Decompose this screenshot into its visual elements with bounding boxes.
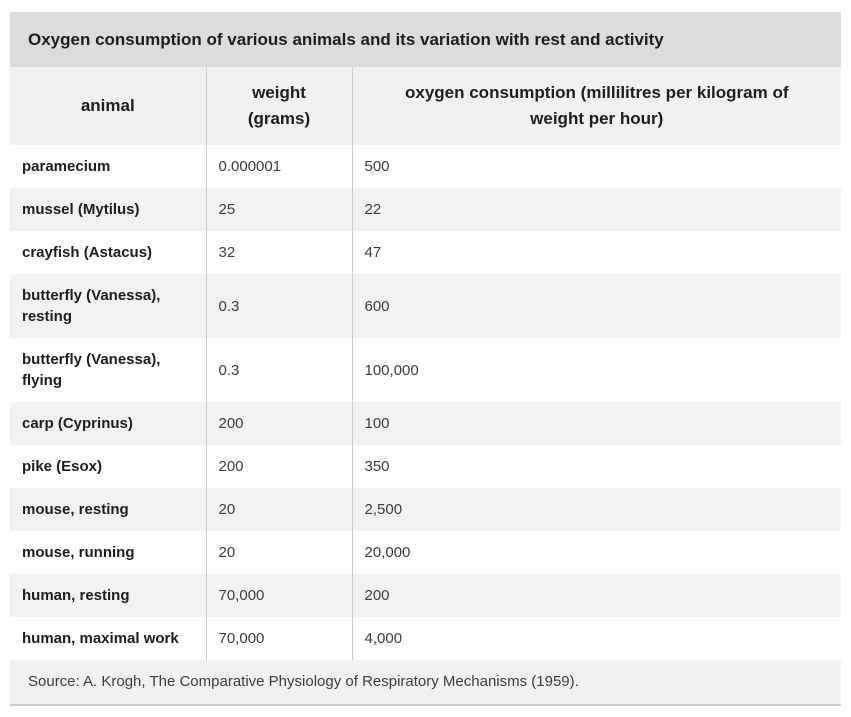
- animal-name-cell: pike (Esox): [10, 445, 207, 488]
- table-row: mouse, resting 20 2,500: [10, 488, 841, 531]
- table-row: human, resting 70,000 200: [10, 574, 841, 617]
- table-row: butterfly (Vanessa), resting 0.3 600: [10, 274, 841, 338]
- weight-value-cell: 0.3: [206, 274, 353, 338]
- oxygen-value-cell: 500: [352, 145, 841, 188]
- table-row: mouse, running 20 20,000: [10, 531, 841, 574]
- column-header-oxygen-consumption: oxygen consumption (millilitres per kilo…: [352, 67, 841, 145]
- header-row: animal weight (grams) oxygen consumption…: [10, 67, 841, 145]
- oxygen-value-cell: 100: [352, 402, 841, 445]
- table-row: carp (Cyprinus) 200 100: [10, 402, 841, 445]
- oxygen-value-cell: 22: [352, 188, 841, 231]
- weight-value-cell: 200: [206, 402, 353, 445]
- table-title: Oxygen consumption of various animals an…: [10, 12, 841, 67]
- oxygen-consumption-table-card: Oxygen consumption of various animals an…: [10, 12, 841, 706]
- oxygen-value-cell: 4,000: [352, 617, 841, 660]
- weight-value-cell: 0.3: [206, 338, 353, 402]
- oxygen-value-cell: 20,000: [352, 531, 841, 574]
- table-row: butterfly (Vanessa), flying 0.3 100,000: [10, 338, 841, 402]
- animals-oxygen-table: animal weight (grams) oxygen consumption…: [10, 67, 841, 660]
- oxygen-value-cell: 600: [352, 274, 841, 338]
- table-body: paramecium 0.000001 500 mussel (Mytilus)…: [10, 145, 841, 660]
- column-header-weight: weight (grams): [206, 67, 353, 145]
- weight-value-cell: 200: [206, 445, 353, 488]
- animal-name-cell: mussel (Mytilus): [10, 188, 207, 231]
- table-row: crayfish (Astacus) 32 47: [10, 231, 841, 274]
- oxygen-value-cell: 47: [352, 231, 841, 274]
- animal-name-cell: carp (Cyprinus): [10, 402, 207, 445]
- weight-value-cell: 20: [206, 488, 353, 531]
- animal-name-cell: butterfly (Vanessa), flying: [10, 338, 207, 402]
- table-row: mussel (Mytilus) 25 22: [10, 188, 841, 231]
- animal-name-cell: human, maximal work: [10, 617, 207, 660]
- oxygen-value-cell: 100,000: [352, 338, 841, 402]
- column-header-animal: animal: [10, 67, 207, 145]
- weight-value-cell: 70,000: [206, 617, 353, 660]
- oxygen-value-cell: 200: [352, 574, 841, 617]
- weight-value-cell: 32: [206, 231, 353, 274]
- table-row: pike (Esox) 200 350: [10, 445, 841, 488]
- animal-name-cell: mouse, running: [10, 531, 207, 574]
- animal-name-cell: crayfish (Astacus): [10, 231, 207, 274]
- animal-name-cell: human, resting: [10, 574, 207, 617]
- oxygen-value-cell: 350: [352, 445, 841, 488]
- weight-value-cell: 25: [206, 188, 353, 231]
- animal-name-cell: paramecium: [10, 145, 207, 188]
- animal-name-cell: mouse, resting: [10, 488, 207, 531]
- table-row: paramecium 0.000001 500: [10, 145, 841, 188]
- weight-value-cell: 70,000: [206, 574, 353, 617]
- oxygen-value-cell: 2,500: [352, 488, 841, 531]
- animal-name-cell: butterfly (Vanessa), resting: [10, 274, 207, 338]
- source-note: Source: A. Krogh, The Comparative Physio…: [10, 660, 841, 706]
- table-row: human, maximal work 70,000 4,000: [10, 617, 841, 660]
- weight-value-cell: 0.000001: [206, 145, 353, 188]
- weight-value-cell: 20: [206, 531, 353, 574]
